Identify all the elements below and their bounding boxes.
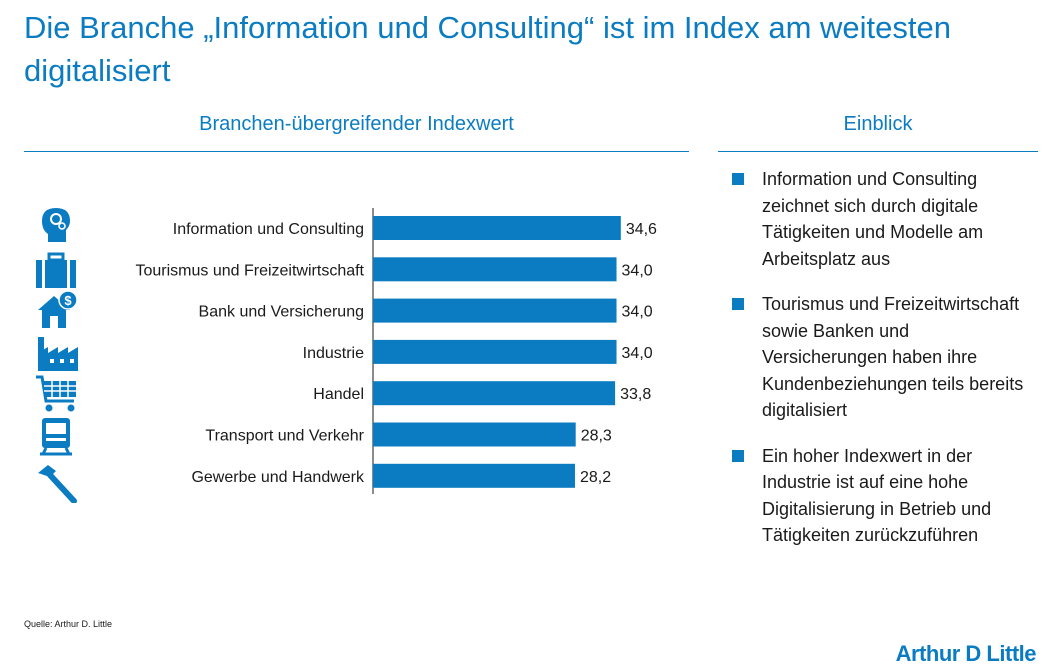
bar-2	[373, 298, 617, 323]
bullet-icon	[732, 298, 744, 310]
chart-section-title: Branchen-übergreifender Indexwert	[199, 113, 514, 135]
insight-text: Tourismus und Freizeitwirtschaft sowie B…	[762, 294, 1024, 420]
bar-4	[373, 381, 616, 406]
train-icon	[40, 418, 72, 456]
bullet-icon	[732, 449, 744, 462]
insight-item: Information und Consulting zeichnet sich…	[730, 166, 1030, 272]
insight-list: Information und Consulting zeichnet sich…	[730, 166, 1030, 568]
value-label: 34,6	[626, 221, 657, 238]
bullet-icon	[732, 173, 744, 185]
value-label: 28,3	[581, 428, 612, 445]
factory-icon	[38, 337, 78, 371]
category-label: Transport und Verkehr	[205, 428, 364, 445]
consultant-head-icon	[42, 208, 70, 242]
value-label: 34,0	[622, 345, 653, 362]
insight-item: Ein hoher Indexwert in der Industrie ist…	[730, 443, 1030, 549]
brand-logo: Arthur D Little	[895, 641, 1037, 666]
bar-3	[373, 339, 617, 364]
insight-item: Tourismus und Freizeitwirtschaft sowie B…	[730, 291, 1030, 424]
insight-section-title: Einblick	[843, 113, 913, 135]
category-label: Bank und Versicherung	[199, 304, 364, 321]
category-label: Information und Consulting	[173, 221, 364, 238]
bar-6	[373, 463, 575, 488]
value-label: 28,2	[580, 469, 611, 486]
suitcase-icon	[36, 252, 76, 288]
bar-0	[373, 216, 621, 240]
value-label: 33,8	[620, 386, 651, 403]
house-money-icon: $	[38, 290, 78, 328]
page-title: Die Branche „Information und Consulting“…	[24, 10, 951, 88]
bar-5	[373, 422, 576, 447]
svg-text:$: $	[64, 293, 72, 308]
bar-1	[373, 257, 617, 282]
insight-section-divider	[718, 151, 1038, 152]
value-label: 34,0	[622, 262, 653, 279]
category-label: Handel	[313, 386, 364, 403]
category-label: Gewerbe und Handwerk	[191, 469, 365, 486]
value-label: 34,0	[622, 304, 653, 321]
category-label: Industrie	[303, 345, 364, 362]
category-label: Tourismus und Freizeitwirtschaft	[135, 262, 364, 279]
shopping-cart-icon	[36, 375, 76, 412]
source-note: Quelle: Arthur D. Little	[24, 619, 113, 629]
insight-text: Ein hoher Indexwert in der Industrie ist…	[762, 445, 992, 546]
hammer-icon	[38, 465, 77, 503]
insight-text: Information und Consulting zeichnet sich…	[762, 169, 984, 269]
chart-section-divider	[24, 151, 689, 152]
